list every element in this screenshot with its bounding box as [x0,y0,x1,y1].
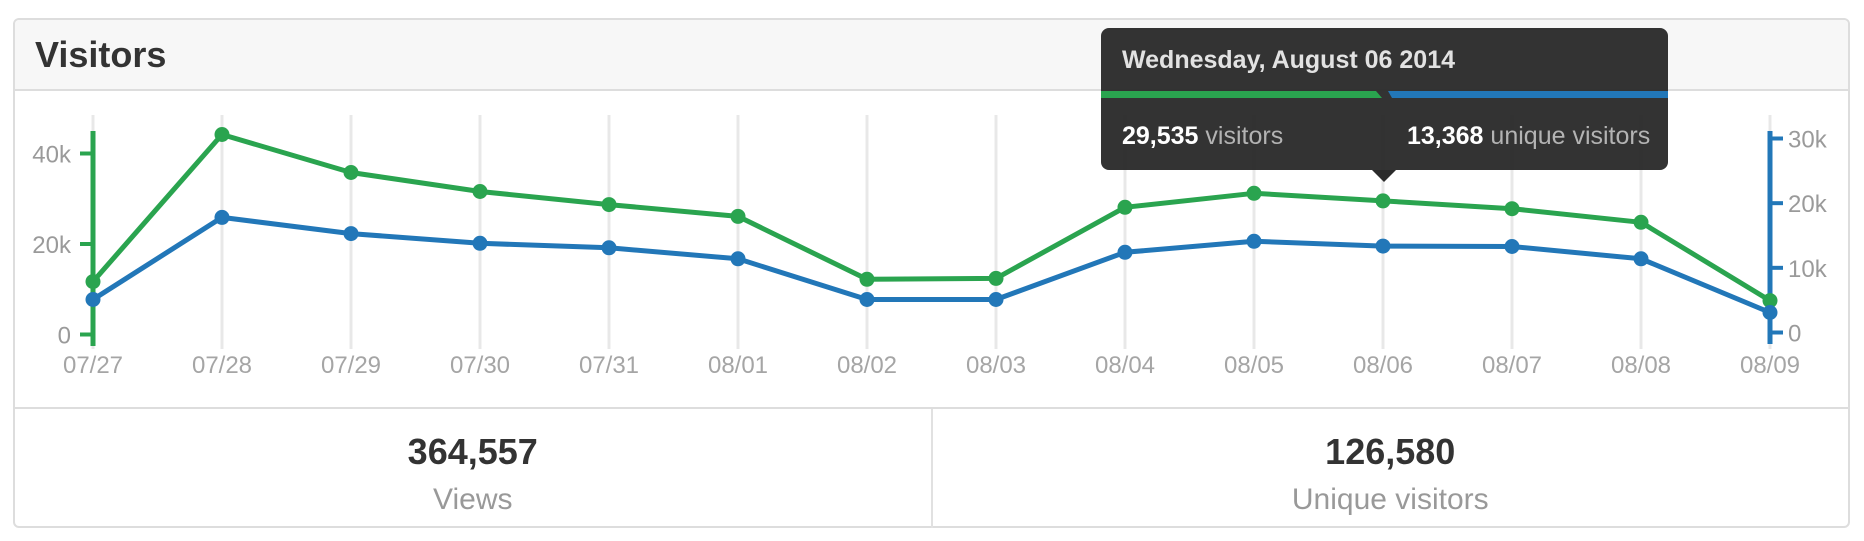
x-axis-label: 08/09 [1740,352,1800,379]
tooltip-date: Wednesday, August 06 2014 [1122,46,1455,74]
chart-tooltip: Wednesday, August 06 2014 29,535 visitor… [1101,28,1668,182]
unique-visitors-stat: 126,580 Unique visitors [933,409,1849,528]
unique-visitors-point[interactable] [1246,233,1262,249]
unique-visitors-point[interactable] [730,251,746,267]
tooltip-visitors: 29,535 visitors [1122,122,1283,151]
visitors-point[interactable] [343,165,359,180]
tooltip-unique-visitors-value: 13,368 [1407,122,1484,150]
x-axis-label: 07/30 [450,352,510,379]
visitors-point[interactable] [472,184,488,199]
visitors-points [85,127,1778,309]
x-axis-label: 08/02 [837,352,897,379]
right-axis-tick-label: 30k [1788,127,1828,154]
unique-visitors-point[interactable] [988,292,1004,307]
x-axis-label: 08/08 [1611,352,1671,379]
unique-visitors-count: 126,580 [1325,431,1456,472]
right-axis-tick-label: 10k [1788,256,1828,283]
unique-visitors-point[interactable] [1633,251,1649,267]
visitors-legend-bar [1101,91,1382,98]
left-axis-tick-label: 20k [32,232,72,259]
tooltip-caret [1372,170,1396,182]
chart-area: 0 20k 40k 0 10k 20k 30k 07/27 07/28 07/29 07/30 07/… [15,91,1848,407]
views-count: 364,557 [407,431,538,472]
views-label: Views [433,483,513,516]
x-axis-label: 07/31 [579,352,639,379]
tooltip-visitors-value: 29,535 [1122,122,1199,150]
x-axis-labels: 07/27 07/28 07/29 07/30 07/31 08/01 08/02 08/03… [63,352,1800,379]
unique-visitors-point[interactable] [472,235,488,251]
visitors-point[interactable] [1504,201,1520,217]
right-axis-tick-label: 0 [1788,321,1801,348]
x-axis-label: 08/07 [1482,352,1542,379]
visitors-point[interactable] [730,208,746,224]
visitors-point[interactable] [601,197,617,213]
unique-visitors-point[interactable] [1117,244,1133,260]
left-axis-tick-label: 40k [32,142,72,169]
x-axis-label: 08/06 [1353,352,1413,379]
unique-visitors-label: Unique visitors [1291,483,1489,516]
visitors-point[interactable] [988,270,1004,286]
unique-visitors-point[interactable] [859,292,875,307]
tooltip-unique-visitors: 13,368 unique visitors [1407,122,1650,151]
unique-visitors-line [90,214,1773,315]
panel-title: Visitors [35,33,167,75]
visitors-point[interactable] [1762,293,1778,309]
unique-visitors-point[interactable] [601,240,617,256]
tooltip-body: 29,535 visitors 13,368 unique visitors [1101,98,1668,170]
x-axis-label: 07/29 [321,352,381,379]
x-axis-label: 08/05 [1224,352,1284,379]
left-axis: 0 20k 40k [32,131,96,350]
unique-visitors-point[interactable] [1504,239,1520,254]
tooltip-legend-bars [1101,91,1668,98]
visitors-panel: Visitors 0 20k 40k 0 10k 20k 30k 07/27 07/28 07/2… [13,18,1850,528]
unique-visitors-point[interactable] [343,226,359,242]
visitors-line [90,132,1773,304]
right-axis-tick-label: 20k [1788,191,1828,218]
visitors-point[interactable] [1246,185,1262,201]
x-axis-label: 07/27 [63,352,123,379]
x-axis-label: 08/01 [708,352,768,379]
unique-visitors-point[interactable] [1375,238,1391,254]
unique-visitors-point[interactable] [1762,305,1778,320]
visitors-point[interactable] [1375,193,1391,209]
visitors-point[interactable] [859,271,875,287]
unique-visitors-point[interactable] [214,209,230,225]
x-axis-label: 08/03 [966,352,1026,379]
tooltip-unique-visitors-unit: unique visitors [1490,122,1651,150]
visitors-point[interactable] [1633,214,1649,230]
unique-visitors-point[interactable] [85,292,101,307]
unique-visitors-legend-bar [1388,91,1668,98]
left-axis-tick-label: 0 [58,323,71,350]
unique-visitors-points [85,209,1778,320]
visitors-point[interactable] [214,127,230,142]
x-axis-label: 08/04 [1095,352,1155,379]
right-axis: 0 10k 20k 30k [1767,127,1828,348]
summary-stats: 364,557 Views 126,580 Unique visitors [15,407,1848,528]
x-axis-label: 07/28 [192,352,252,379]
visitors-point[interactable] [1117,199,1133,215]
visitors-point[interactable] [85,274,101,290]
tooltip-visitors-unit: visitors [1205,122,1284,150]
views-stat: 364,557 Views [15,409,933,528]
